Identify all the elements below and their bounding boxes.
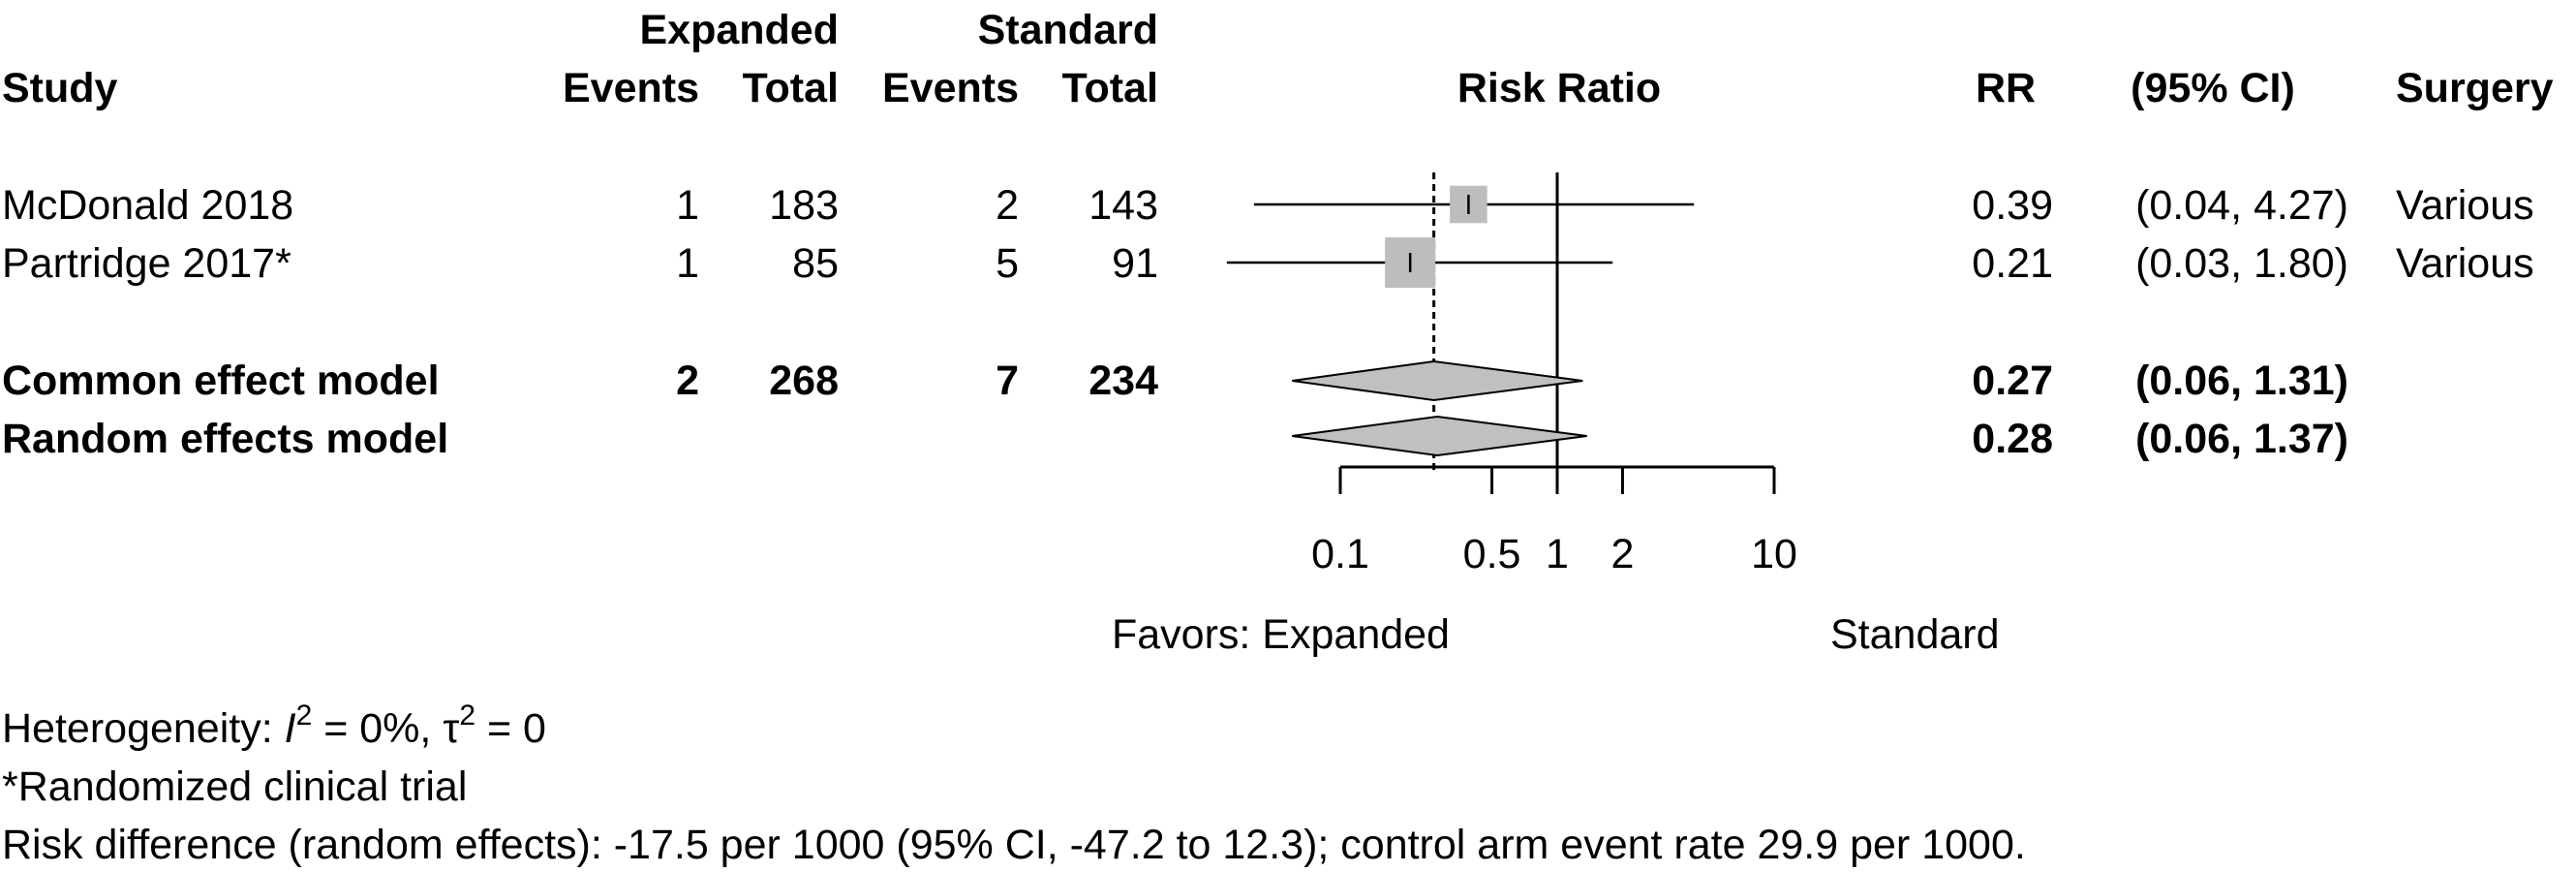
header-rr: RR: [1976, 65, 2036, 111]
header-group-expanded: Expanded: [640, 7, 840, 53]
trial-note: *Randomized clinical trial: [2, 763, 467, 810]
study-events-expanded: 1: [676, 240, 699, 287]
pooled-name: Random effects model: [2, 416, 448, 462]
pooled-name: Common effect model: [2, 358, 440, 404]
favors-left-label: Favors: Expanded: [1112, 611, 1450, 658]
table-rows: McDonald 2018 1 183 2 143 0.39 (0.04, 4.…: [2, 182, 2534, 462]
header-study: Study: [2, 65, 118, 111]
random-effects-diamond: [1292, 415, 1587, 457]
heterogeneity-note: Heterogeneity: I2 = 0%, τ2 = 0: [2, 700, 546, 752]
study-total-standard: 143: [1089, 182, 1158, 229]
x-tick-label: 2: [1610, 531, 1634, 577]
het-tau-sup: 2: [459, 700, 475, 732]
header-ci: (95% CI): [2131, 65, 2295, 111]
study-ci: (0.03, 1.80): [2135, 240, 2348, 287]
x-axis: 0.1 0.5 1 2 10: [1311, 465, 1797, 577]
study-rr: 0.21: [1972, 240, 2053, 287]
het-tau: τ: [443, 705, 459, 752]
header-total-expanded: Total: [742, 65, 839, 111]
header-risk-ratio: Risk Ratio: [1457, 65, 1661, 111]
study-surgery: Various: [2396, 240, 2534, 287]
het-i: I: [285, 705, 296, 752]
het-end: = 0: [475, 705, 546, 752]
study-events-expanded: 1: [676, 182, 699, 229]
study-surgery: Various: [2396, 182, 2534, 229]
pooled-events-standard: 7: [996, 358, 1019, 404]
plot-area: [1226, 172, 1695, 470]
column-headers: Expanded Standard Study Events Total Eve…: [2, 7, 2554, 111]
study-events-standard: 2: [996, 182, 1019, 229]
study-ci: (0.04, 4.27): [2135, 182, 2348, 229]
pooled-total-standard: 234: [1089, 358, 1158, 404]
favors-right-label: Standard: [1830, 611, 2000, 658]
pooled-ci: (0.06, 1.31): [2135, 358, 2348, 404]
pooled-rr: 0.28: [1972, 416, 2053, 462]
study-total-standard: 91: [1112, 240, 1158, 287]
study-events-standard: 5: [996, 240, 1019, 287]
study-total-expanded: 183: [769, 182, 839, 229]
study-total-expanded: 85: [792, 240, 839, 287]
het-i-sup: 2: [296, 700, 313, 732]
risk-difference-note: Risk difference (random effects): -17.5 …: [2, 822, 2026, 868]
pooled-rr: 0.27: [1972, 358, 2053, 404]
x-tick-label: 10: [1751, 531, 1797, 577]
study-name: McDonald 2018: [2, 182, 293, 229]
header-events-expanded: Events: [563, 65, 699, 111]
het-mid: = 0%,: [312, 705, 443, 752]
x-tick-label: 1: [1546, 531, 1569, 577]
common-effect-diamond: [1292, 359, 1583, 402]
pooled-events-expanded: 2: [676, 358, 699, 404]
study-rr: 0.39: [1972, 182, 2053, 229]
pooled-ci: (0.06, 1.37): [2135, 416, 2348, 462]
pooled-total-expanded: 268: [769, 358, 839, 404]
header-surgery: Surgery: [2396, 65, 2554, 111]
x-tick-label: 0.5: [1463, 531, 1521, 577]
x-tick-label: 0.1: [1311, 531, 1369, 577]
header-group-standard: Standard: [978, 7, 1158, 53]
het-prefix: Heterogeneity:: [2, 705, 285, 752]
header-total-standard: Total: [1061, 65, 1158, 111]
study-name: Partridge 2017*: [2, 240, 291, 287]
header-events-standard: Events: [882, 65, 1019, 111]
